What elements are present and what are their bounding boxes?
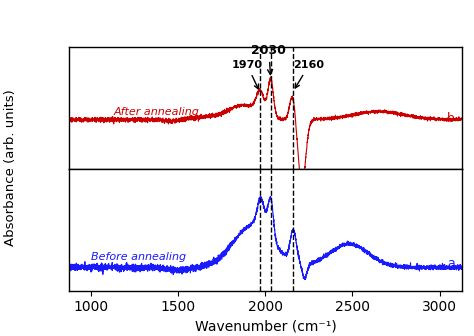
X-axis label: Wavenumber (cm⁻¹): Wavenumber (cm⁻¹) <box>194 320 337 334</box>
Text: 2160: 2160 <box>293 60 325 88</box>
Text: Before annealing: Before annealing <box>91 252 186 262</box>
Text: After annealing: After annealing <box>114 107 200 117</box>
Text: a: a <box>447 257 455 269</box>
Text: 1970: 1970 <box>232 60 263 89</box>
Text: Absorbance (arb. units): Absorbance (arb. units) <box>4 90 17 246</box>
Text: b: b <box>447 112 455 125</box>
Text: 2030: 2030 <box>252 44 286 75</box>
